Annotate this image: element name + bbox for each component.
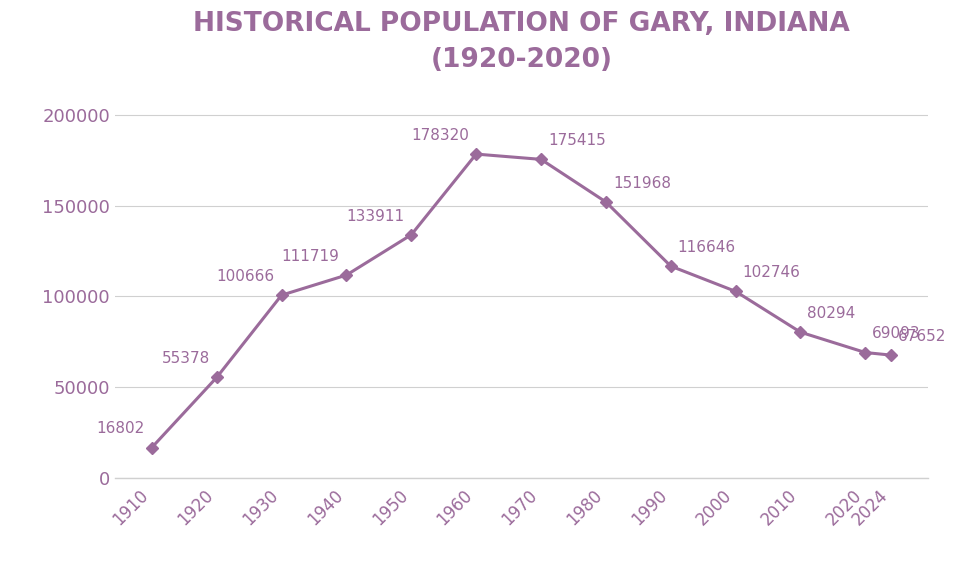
Text: 178320: 178320 [412,128,469,143]
Text: 80294: 80294 [808,306,856,321]
Text: 175415: 175415 [548,134,606,148]
Text: 55378: 55378 [162,352,210,366]
Text: 16802: 16802 [97,422,145,437]
Text: 111719: 111719 [281,249,340,264]
Text: 151968: 151968 [612,176,671,191]
Text: 116646: 116646 [678,240,736,255]
Text: 102746: 102746 [743,265,800,280]
Text: 67652: 67652 [899,329,946,344]
Text: 133911: 133911 [346,209,405,224]
Title: HISTORICAL POPULATION OF GARY, INDIANA
(1920-2020): HISTORICAL POPULATION OF GARY, INDIANA (… [193,10,850,73]
Text: 69093: 69093 [873,326,921,342]
Text: 100666: 100666 [216,269,275,284]
